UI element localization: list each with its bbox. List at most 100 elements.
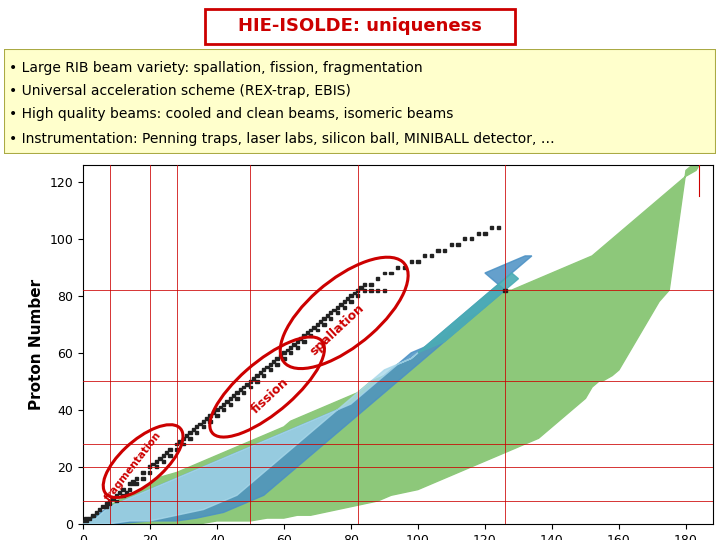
Bar xyxy=(161,454,165,457)
Bar xyxy=(118,491,122,494)
Bar xyxy=(248,380,252,383)
Bar xyxy=(336,306,339,309)
Bar xyxy=(336,312,339,314)
Bar xyxy=(356,289,359,292)
Bar xyxy=(209,414,212,417)
Bar xyxy=(258,372,262,374)
Bar xyxy=(222,403,225,406)
Bar xyxy=(148,471,151,474)
Bar xyxy=(349,300,353,303)
Bar xyxy=(369,289,373,292)
Bar xyxy=(242,392,246,394)
Bar xyxy=(135,482,138,485)
Bar xyxy=(299,337,302,340)
Bar xyxy=(161,460,165,463)
Bar xyxy=(296,346,299,348)
Bar xyxy=(222,408,225,411)
Bar xyxy=(238,388,242,392)
Bar xyxy=(353,292,356,294)
Text: HIE-ISOLDE: uniqueness: HIE-ISOLDE: uniqueness xyxy=(238,17,482,35)
Bar xyxy=(228,397,232,400)
Bar xyxy=(289,352,292,354)
Bar xyxy=(84,517,88,519)
Bar xyxy=(450,243,453,246)
Text: • High quality beams: cooled and clean beams, isomeric beams: • High quality beams: cooled and clean b… xyxy=(9,107,454,121)
Bar xyxy=(402,266,406,269)
Bar xyxy=(235,397,238,400)
Bar xyxy=(215,414,218,417)
Bar xyxy=(218,406,222,408)
Bar xyxy=(359,286,363,289)
Bar xyxy=(269,368,272,372)
Bar xyxy=(179,440,181,443)
Bar xyxy=(456,243,460,246)
Bar xyxy=(262,374,266,377)
Bar xyxy=(276,357,279,360)
Bar xyxy=(396,266,400,269)
Bar xyxy=(98,508,102,511)
Bar xyxy=(497,226,500,229)
Bar xyxy=(256,374,258,377)
Bar xyxy=(302,340,306,343)
Bar xyxy=(202,426,205,428)
Polygon shape xyxy=(418,273,518,353)
Bar xyxy=(248,386,252,388)
Bar xyxy=(195,426,199,428)
Bar xyxy=(483,232,487,234)
Bar xyxy=(175,443,179,445)
Bar xyxy=(302,334,306,337)
Bar xyxy=(349,294,353,297)
Bar xyxy=(256,380,258,383)
Bar xyxy=(94,511,98,514)
Bar xyxy=(205,417,209,420)
Bar xyxy=(312,326,315,328)
Bar xyxy=(272,360,276,363)
Bar xyxy=(155,465,158,468)
Bar xyxy=(329,312,333,314)
Bar xyxy=(383,289,386,292)
Polygon shape xyxy=(83,165,699,524)
FancyBboxPatch shape xyxy=(4,49,716,154)
Bar xyxy=(141,477,145,480)
Bar xyxy=(333,309,336,312)
Bar xyxy=(416,260,420,263)
Bar xyxy=(490,226,493,229)
Bar xyxy=(276,363,279,366)
Text: fission: fission xyxy=(249,375,292,416)
Bar xyxy=(135,477,138,480)
Bar xyxy=(430,254,433,258)
Bar xyxy=(436,249,440,252)
Bar xyxy=(376,289,379,292)
Bar xyxy=(235,392,238,394)
Bar xyxy=(423,254,426,258)
Bar xyxy=(212,411,215,414)
Bar xyxy=(292,343,296,346)
Bar xyxy=(346,297,349,300)
Bar xyxy=(282,357,286,360)
Bar xyxy=(215,408,218,411)
Bar xyxy=(102,505,104,508)
Bar xyxy=(112,497,114,500)
Bar xyxy=(181,443,185,445)
Bar xyxy=(309,328,312,332)
Bar xyxy=(323,323,325,326)
Bar xyxy=(363,289,366,292)
Bar xyxy=(189,437,192,440)
Polygon shape xyxy=(83,256,532,524)
Bar xyxy=(168,454,171,457)
Bar xyxy=(339,303,343,306)
Bar xyxy=(369,283,373,286)
Bar xyxy=(470,238,473,240)
Bar xyxy=(325,314,329,317)
Bar xyxy=(151,463,155,465)
Text: spallation: spallation xyxy=(308,302,367,358)
Bar xyxy=(165,451,168,454)
Bar xyxy=(279,354,282,357)
Bar xyxy=(296,340,299,343)
Bar xyxy=(225,400,228,403)
Bar xyxy=(246,383,248,386)
Bar xyxy=(343,300,346,303)
Bar xyxy=(108,500,112,502)
Bar xyxy=(477,232,480,234)
Bar xyxy=(202,420,205,423)
